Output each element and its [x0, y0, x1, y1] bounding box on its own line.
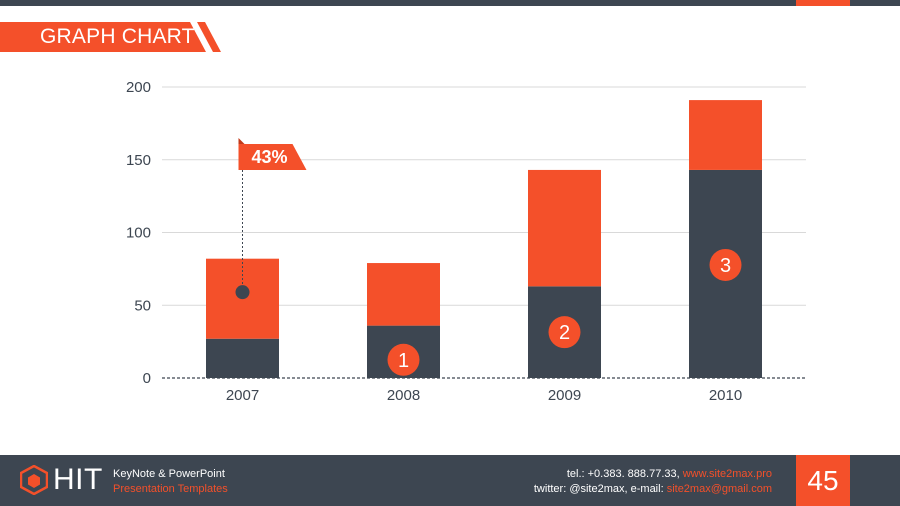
y-tick-label: 150 [126, 152, 151, 169]
marker-circle-2 [548, 316, 581, 349]
website-link[interactable]: www.site2max.pro [682, 468, 772, 480]
twitter-text: twitter: @site2max, e-mail: [533, 483, 667, 495]
contact-phone-line: tel.: +0.383. 888.77.33, www.site2max.pr… [567, 468, 772, 480]
y-tick-label: 50 [134, 297, 151, 314]
page-title: GRAPH CHART [40, 25, 195, 48]
top-bar [0, 0, 900, 6]
marker-label-3: 3 [720, 255, 731, 277]
y-tick-label: 200 [126, 79, 151, 96]
marker-label-2: 2 [559, 322, 570, 344]
email-link[interactable]: site2max@gmail.com [666, 483, 772, 495]
contact-social-line: twitter: @site2max, e-mail: site2max@gma… [534, 483, 772, 495]
bar-upper-2008 [367, 263, 440, 326]
phone-text: tel.: +0.383. 888.77.33, [566, 468, 683, 480]
x-tick-label: 2010 [709, 387, 742, 404]
marker-circle-1 [387, 343, 420, 376]
footer [0, 455, 900, 506]
callout-tag [238, 144, 307, 170]
marker-circle-3 [709, 248, 742, 281]
bar-lower-2007 [206, 338, 279, 378]
marker-label-1: 1 [398, 350, 409, 372]
page-number: 45 [796, 455, 850, 506]
x-tick-label: 2009 [548, 387, 581, 404]
cube-logo-icon [20, 465, 48, 495]
tagline-line-1: KeyNote & PowerPoint [113, 468, 225, 480]
title-banner [0, 22, 221, 52]
callout-tag-fold [238, 138, 245, 144]
top-bar-accent [796, 0, 850, 6]
brand-logo: HIT [53, 463, 103, 496]
x-tick-label: 2008 [387, 387, 420, 404]
callout-label: 43% [251, 147, 287, 167]
y-tick-label: 100 [126, 225, 151, 242]
bar-upper-2010 [689, 100, 762, 170]
tagline-line-2: Presentation Templates [113, 483, 228, 495]
stacked-bar-chart: 0 50 100 150 200 2007 2008 2009 2010 1 2 3 43% [126, 79, 806, 404]
callout-dot [235, 285, 250, 300]
bar-upper-2009 [528, 169, 601, 287]
y-tick-label: 0 [143, 370, 151, 387]
x-tick-label: 2007 [226, 387, 259, 404]
